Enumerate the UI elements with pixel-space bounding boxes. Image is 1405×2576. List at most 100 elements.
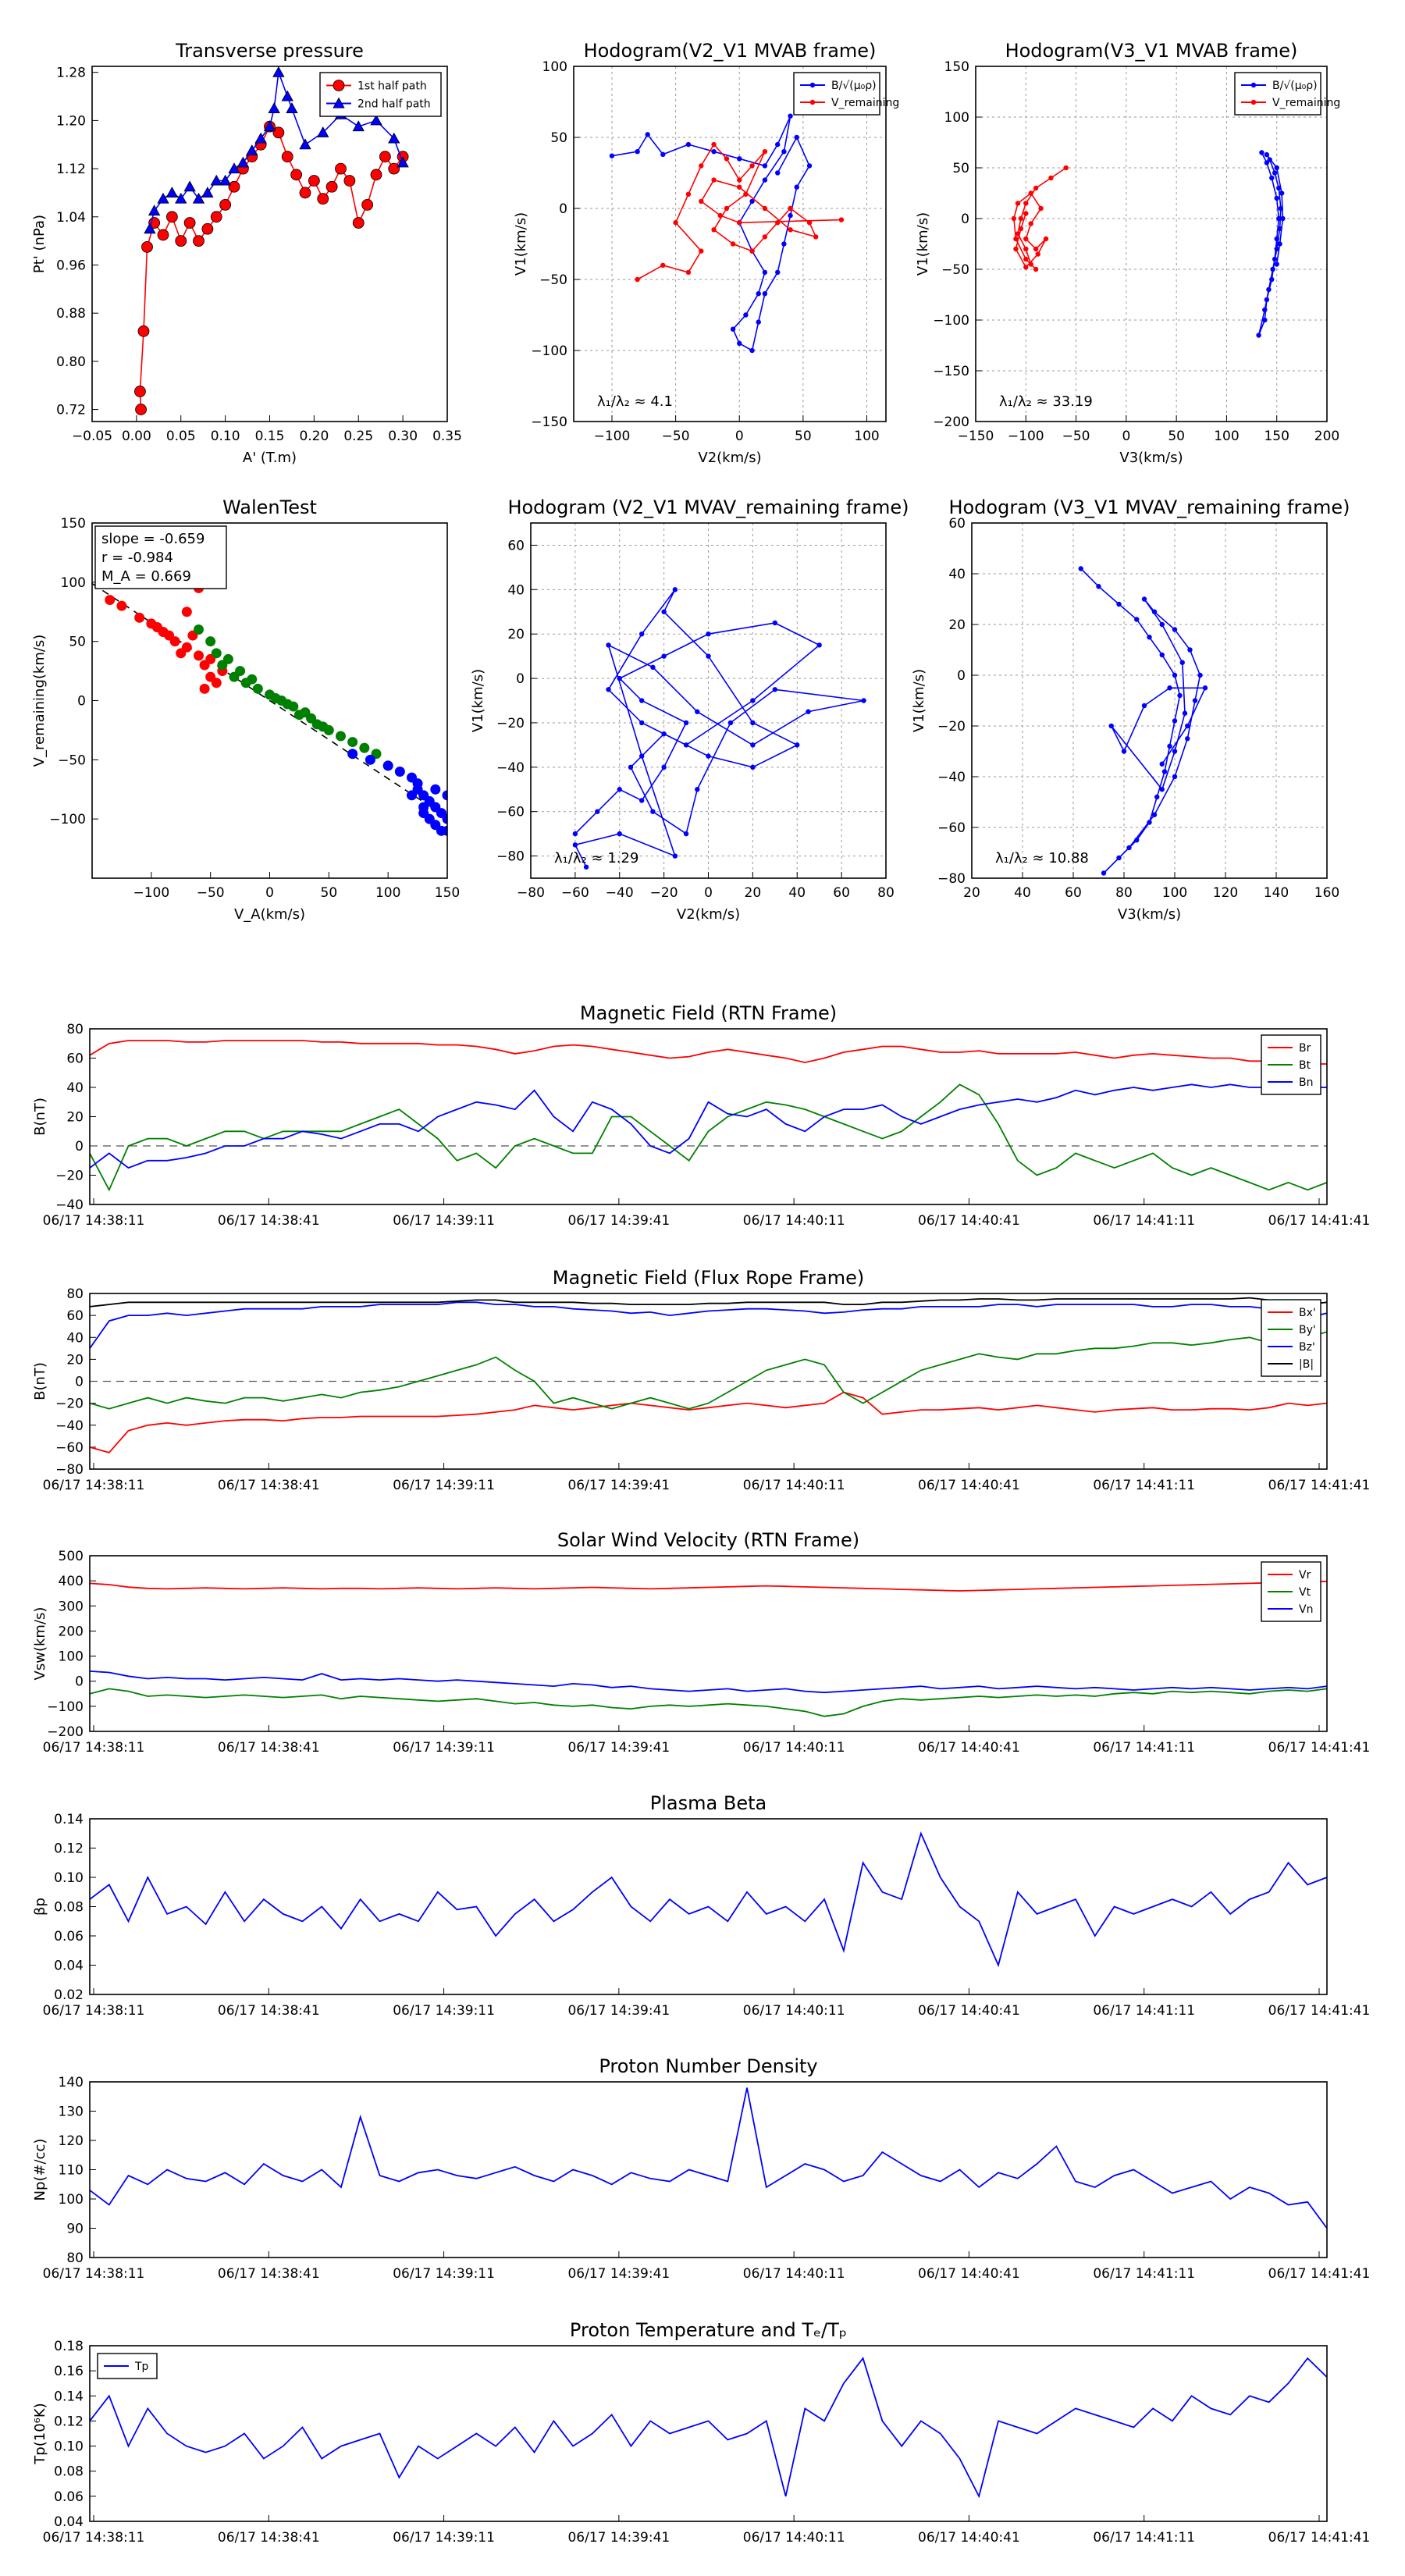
walen-test-series-red-point [176, 648, 187, 659]
walen-test-series-green-point [359, 742, 370, 753]
hodogram-v2-v1-mvav-series-hodogram-point [806, 709, 811, 714]
transverse-pressure-series-2nd-half-path-point [370, 114, 382, 126]
hodogram-v3-v1-mvab-legend-label: B/√(μ₀ρ) [1272, 80, 1318, 92]
proton-temperature-chart: Proton Temperature and Tₑ/Tₚ 06/17 14:38:… [32, 2319, 1370, 2546]
proton-number-density-title: Proton Number Density [599, 2055, 817, 2077]
hodogram-v2-v1-mvab-xtick-label: −50 [662, 429, 690, 444]
hodogram-v2-v1-mvav-series-hodogram-point [661, 653, 667, 659]
proton-number-density-ytick-label: 130 [59, 2105, 84, 2120]
magnetic-field-flux-rope-ytick-label: 80 [66, 1286, 84, 1302]
hodogram-v3-v1-mvab-series-b--point [1256, 333, 1261, 338]
hodogram-v2-v1-mvav-xlabel: V2(km/s) [677, 906, 740, 923]
walen-test-series-red-point [181, 607, 192, 617]
hodogram-v2-v1-mvav-xtick-label: −40 [606, 885, 634, 901]
hodogram-v3-v1-mvab-series-b--point [1276, 185, 1282, 191]
hodogram-v2-v1-mvav-series-hodogram-point [572, 831, 578, 837]
hodogram-v3-v1-mvab-series-v-remaining-point [1033, 266, 1039, 272]
hodogram-v2-v1-mvav-chart: Hodogram (V2_V1 MVAV_remaining frame) −80… [470, 496, 909, 923]
hodogram-v2-v1-mvav-ytick-label: 60 [507, 538, 525, 553]
transverse-pressure-series-1st-half-path-point [175, 235, 187, 247]
magnetic-field-rtn-series-bn-line [90, 1083, 1327, 1169]
walen-test-series-blue-point [407, 790, 417, 801]
hodogram-v3-v1-mvav-xtick-label: 20 [963, 885, 980, 901]
hodogram-v2-v1-mvav-xtick-label: 20 [745, 885, 762, 901]
hodogram-v2-v1-mvav-series-hodogram-point [595, 809, 600, 814]
hodogram-v3-v1-mvab-series-b--point [1264, 151, 1270, 158]
magnetic-field-rtn-ytick-label: 0 [75, 1139, 84, 1155]
hodogram-v2-v1-mvav-xtick-label: 80 [877, 885, 895, 901]
hodogram-v3-v1-mvav-title: Hodogram (V3_V1 MVAV_remaining frame) [948, 496, 1350, 518]
solar-wind-velocity-rtn-ytick-label: 500 [59, 1549, 84, 1564]
hodogram-v3-v1-mvav-series-hodogram-point [1159, 761, 1165, 767]
hodogram-v3-v1-mvab-series-v-remaining-point [1063, 165, 1069, 171]
magnetic-field-rtn-xtick-label: 06/17 14:41:11 [1093, 1213, 1195, 1229]
plasma-beta-title: Plasma Beta [650, 1792, 767, 1814]
walen-test-ytick-label: 100 [61, 575, 86, 591]
transverse-pressure-legend-marker [333, 80, 345, 91]
hodogram-v2-v1-mvab-series-v-remaining-point [762, 234, 768, 240]
solar-wind-velocity-rtn-xtick-label: 06/17 14:41:11 [1093, 1740, 1195, 1756]
transverse-pressure-series-1st-half-path-point [281, 151, 293, 163]
hodogram-v2-v1-mvav-series-hodogram-point [650, 809, 656, 814]
magnetic-field-flux-rope-title: Magnetic Field (Flux Rope Frame) [553, 1267, 864, 1289]
walen-test-fit-line [92, 582, 447, 819]
solar-wind-velocity-rtn-series-vn-line [90, 1670, 1327, 1694]
walen-test-series-red-point [211, 678, 222, 688]
walen-test-ytick-label: 50 [69, 635, 86, 650]
hodogram-v3-v1-mvav-series-hodogram-point [1078, 566, 1083, 571]
solar-wind-velocity-rtn-frame [89, 1555, 1328, 1732]
hodogram-v2-v1-mvav-series-hodogram-point [695, 709, 700, 714]
transverse-pressure-xtick-label: 0.20 [299, 429, 329, 444]
plasma-beta-ytick-label: 0.12 [54, 1841, 84, 1857]
magnetic-field-flux-rope-xtick-label: 06/17 14:40:41 [918, 1478, 1020, 1493]
hodogram-v3-v1-mvab-series-v-remaining-line [1013, 167, 1067, 270]
hodogram-v2-v1-mvav-data [572, 587, 866, 870]
hodogram-v2-v1-mvab-xtick-label: 100 [854, 429, 879, 444]
hodogram-v3-v1-mvav-series-hodogram-point [1172, 718, 1178, 724]
hodogram-v3-v1-mvab-legend-box [1234, 72, 1321, 116]
hodogram-v2-v1-mvab-legend-label: V_remaining [831, 97, 899, 109]
walen-test-ytick-label: 150 [61, 516, 86, 532]
hodogram-v2-v1-mvav-series-hodogram-point [638, 631, 645, 637]
hodogram-v3-v1-mvab-series-v-remaining-point [1038, 205, 1044, 212]
hodogram-v3-v1-mvav-ytick-label: −80 [937, 871, 966, 887]
magnetic-field-flux-rope-xtick-label: 06/17 14:40:11 [743, 1478, 845, 1493]
hodogram-v2-v1-mvav-eigen-ratio: λ₁/λ₂ ≈ 1.29 [554, 850, 638, 866]
magnetic-field-flux-rope-ytick-label: 20 [66, 1352, 84, 1368]
proton-number-density-frame [89, 2081, 1328, 2258]
transverse-pressure-frame [91, 66, 448, 422]
walen-test-series-blue-point [430, 784, 441, 795]
hodogram-v2-v1-mvab-series-v-remaining-point [749, 163, 755, 169]
hodogram-v2-v1-mvab-series-v-remaining-point [743, 191, 749, 197]
hodogram-v3-v1-mvav-series-hodogram-point [1167, 685, 1172, 691]
hodogram-v3-v1-mvab-chart: Hodogram(V3_V1 MVAB frame) −150 −100 −50 0 50… [915, 40, 1340, 466]
transverse-pressure-series-1st-half-path-point [361, 198, 374, 211]
hodogram-v2-v1-mvab-series-v-remaining-point [762, 205, 768, 212]
hodogram-v2-v1-mvab-legend-label: B/√(μ₀ρ) [831, 80, 877, 92]
transverse-pressure-xtick-label: −0.05 [72, 429, 112, 444]
hodogram-v3-v1-mvab-series-b--point [1267, 157, 1272, 162]
hodogram-v3-v1-mvav-series-hodogram-point [1182, 710, 1188, 716]
proton-temperature-ytick-label: 0.06 [54, 2489, 84, 2505]
hodogram-v3-v1-mvab-series-v-remaining-point [1015, 201, 1021, 206]
magnetic-field-flux-rope-chart: Magnetic Field (Flux Rope Frame) 06/17 14… [32, 1267, 1370, 1493]
hodogram-v3-v1-mvab-series-b--point [1264, 160, 1270, 165]
hodogram-v2-v1-mvav-series-hodogram-point [617, 675, 622, 681]
transverse-pressure-ytick-label: 0.88 [56, 306, 86, 322]
hodogram-v2-v1-mvav-series-hodogram-point [672, 853, 678, 859]
transverse-pressure-series-1st-half-path-point [183, 217, 196, 229]
hodogram-v2-v1-mvab-series-v-remaining-point [699, 248, 704, 254]
magnetic-field-rtn-legend-label: Bt [1299, 1059, 1311, 1072]
hodogram-v3-v1-mvab-series-b--point [1272, 170, 1278, 176]
transverse-pressure-chart: Transverse pressure −0.05 0.00 0.05 0.10 0.15… [31, 40, 462, 466]
walen-test-series-blue-point [442, 813, 447, 824]
hodogram-v2-v1-mvab-title: Hodogram(V2_V1 MVAB frame) [584, 40, 877, 62]
magnetic-field-flux-rope-frame [89, 1293, 1328, 1470]
hodogram-v2-v1-mvab-series-v-remaining-point [660, 262, 666, 268]
hodogram-v2-v1-mvav-xtick-label: 60 [833, 885, 850, 901]
hodogram-v3-v1-mvab-series-v-remaining-point [1023, 201, 1029, 206]
hodogram-v3-v1-mvab-series-v-remaining-point [1023, 236, 1029, 242]
hodogram-v2-v1-mvav-series-hodogram-point [638, 698, 645, 703]
proton-temperature-title: Proton Temperature and Tₑ/Tₚ [570, 2319, 847, 2341]
magnetic-field-flux-rope-ytick-label: −40 [55, 1418, 84, 1434]
